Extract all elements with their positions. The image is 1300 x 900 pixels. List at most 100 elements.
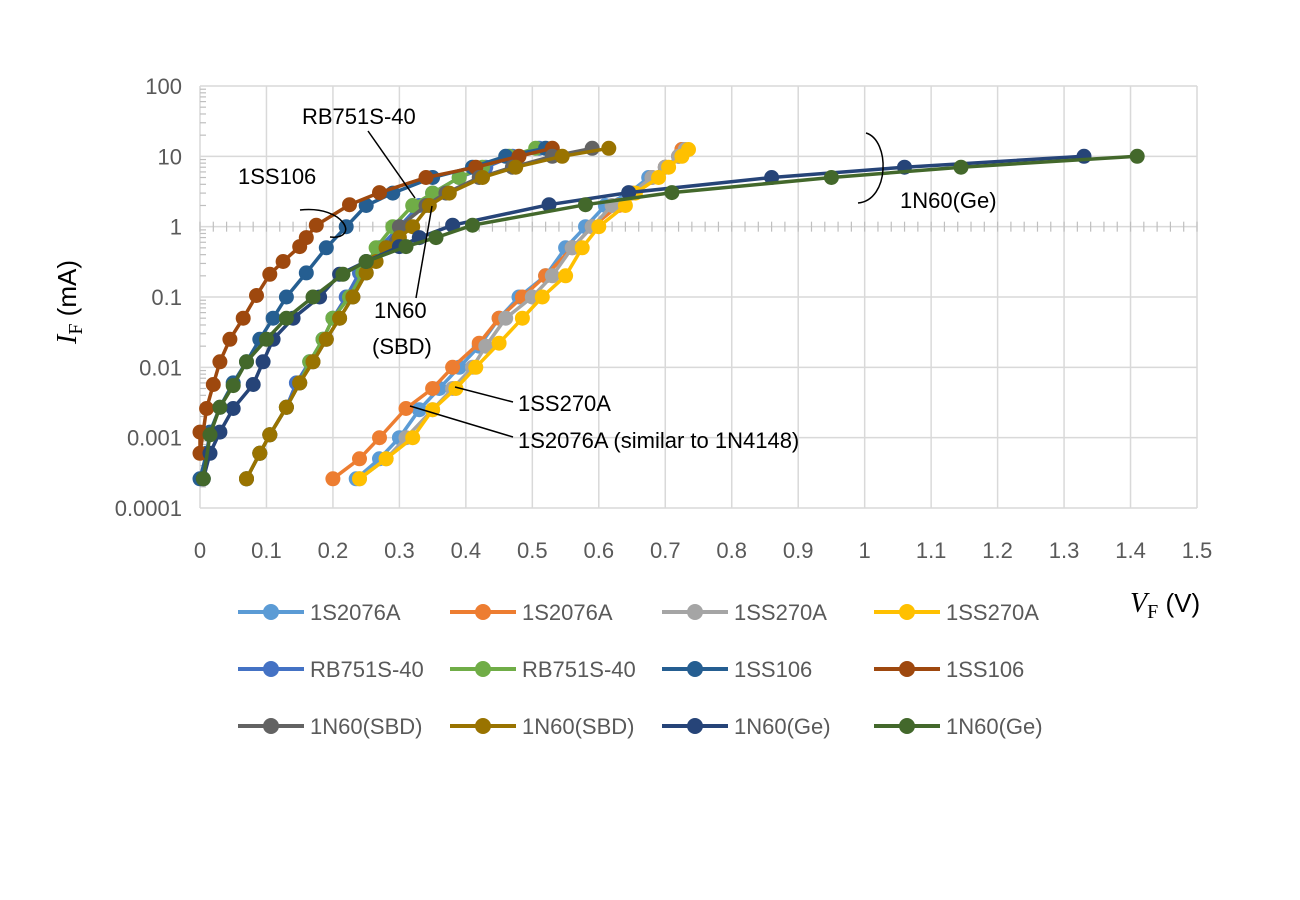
- x-tick-label: 0.3: [384, 538, 415, 563]
- leader-rb751: [367, 130, 416, 199]
- data-point: [421, 198, 437, 213]
- bracket-1ss106: [299, 208, 347, 238]
- legend-marker: [475, 604, 491, 620]
- data-point: [245, 377, 261, 392]
- legend-item: 1N60(SBD): [238, 714, 422, 739]
- annotation-1n60ge: 1N60(Ge): [900, 188, 997, 213]
- data-point: [202, 427, 218, 443]
- data-point: [305, 354, 321, 370]
- series-3: [352, 142, 696, 487]
- data-point: [338, 219, 354, 235]
- data-point: [239, 354, 254, 370]
- legend-label: 1S2076A: [522, 600, 613, 625]
- leader-1ss270a: [454, 386, 514, 403]
- y-axis-title: IF (mA): [52, 260, 87, 345]
- data-point: [651, 170, 667, 185]
- series-7: [192, 140, 560, 461]
- x-tick-label: 0.9: [783, 538, 814, 563]
- data-point: [1129, 148, 1145, 164]
- x-tick-label: 0.5: [517, 538, 548, 563]
- x-tick-label: 0.4: [451, 538, 482, 563]
- x-tick-label: 0.2: [318, 538, 349, 563]
- data-point: [372, 185, 387, 201]
- legend-label: 1SS106: [946, 657, 1024, 682]
- data-point: [544, 268, 560, 284]
- data-point: [225, 401, 241, 416]
- data-point: [441, 185, 457, 201]
- legend-marker: [899, 661, 915, 677]
- data-point: [514, 310, 530, 326]
- y-tick-labels: 0.0001 0.001 0.01 0.1 1 10 100: [115, 74, 182, 521]
- data-point: [278, 289, 294, 305]
- legend-item: RB751S-40: [238, 657, 424, 682]
- data-point: [953, 159, 969, 175]
- x-tick-label: 1.4: [1115, 538, 1146, 563]
- data-point: [398, 239, 414, 255]
- data-point: [405, 219, 421, 235]
- data-point: [278, 399, 294, 415]
- data-point: [222, 331, 238, 347]
- data-point: [262, 266, 278, 282]
- data-point: [292, 375, 308, 391]
- legend-label: RB751S-40: [310, 657, 424, 682]
- legend-marker: [899, 604, 915, 620]
- legend-item: 1SS106: [662, 657, 812, 682]
- x-tick-label: 1: [859, 538, 871, 563]
- data-point: [342, 197, 357, 213]
- data-point: [405, 430, 421, 446]
- data-point: [475, 170, 490, 185]
- legend-label: 1SS106: [734, 657, 812, 682]
- data-point: [681, 142, 696, 157]
- data-point: [205, 377, 221, 392]
- legend-label: 1N60(Ge): [734, 714, 831, 739]
- x-tick-label: 0.7: [650, 538, 681, 563]
- x-tick-label: 0.8: [716, 538, 747, 563]
- x-tick-label: 0: [194, 538, 206, 563]
- legend-marker: [687, 718, 703, 734]
- data-point: [199, 401, 215, 416]
- y-tick-label: 0.0001: [115, 496, 182, 521]
- annotation-1ss270a: 1SS270A: [518, 391, 611, 416]
- data-point: [358, 265, 374, 281]
- data-point: [498, 310, 514, 326]
- data-point: [391, 219, 407, 235]
- data-point: [259, 331, 274, 347]
- legend-marker: [687, 661, 703, 677]
- data-point: [298, 265, 314, 281]
- x-tick-label: 1.5: [1182, 538, 1213, 563]
- legend-label: 1N60(Ge): [946, 714, 1043, 739]
- data-point: [465, 217, 480, 233]
- legend-marker: [475, 718, 491, 734]
- data-point: [262, 427, 278, 443]
- data-point: [345, 289, 361, 305]
- legend-item: 1SS270A: [662, 600, 827, 625]
- legend-item: 1SS106: [874, 657, 1024, 682]
- data-point: [372, 430, 387, 446]
- annotation-lines: [299, 130, 884, 438]
- legend-label: 1SS270A: [734, 600, 827, 625]
- x-tick-label: 1.1: [916, 538, 947, 563]
- y-tick-label: 10: [158, 144, 182, 169]
- data-point: [195, 471, 211, 487]
- series-11: [195, 148, 1145, 487]
- legend-label: 1S2076A: [310, 600, 401, 625]
- data-point: [252, 445, 268, 461]
- data-point: [325, 471, 341, 487]
- legend-marker: [263, 661, 279, 677]
- data-point: [318, 240, 334, 256]
- data-point: [554, 148, 570, 164]
- legend-label: 1N60(SBD): [310, 714, 422, 739]
- legend-marker: [263, 718, 279, 734]
- data-point: [225, 378, 241, 394]
- legend-item: 1N60(Ge): [874, 714, 1043, 739]
- y-tick-label: 100: [145, 74, 182, 99]
- data-point: [249, 288, 264, 303]
- legend-item: 1N60(SBD): [450, 714, 634, 739]
- grid: [199, 85, 1198, 509]
- data-point: [468, 359, 484, 375]
- x-tick-label: 0.6: [584, 538, 615, 563]
- data-point: [235, 310, 251, 326]
- annotation-1s2076a: 1S2076A (similar to 1N4148): [518, 428, 799, 453]
- data-point: [265, 310, 281, 326]
- data-point: [212, 354, 228, 370]
